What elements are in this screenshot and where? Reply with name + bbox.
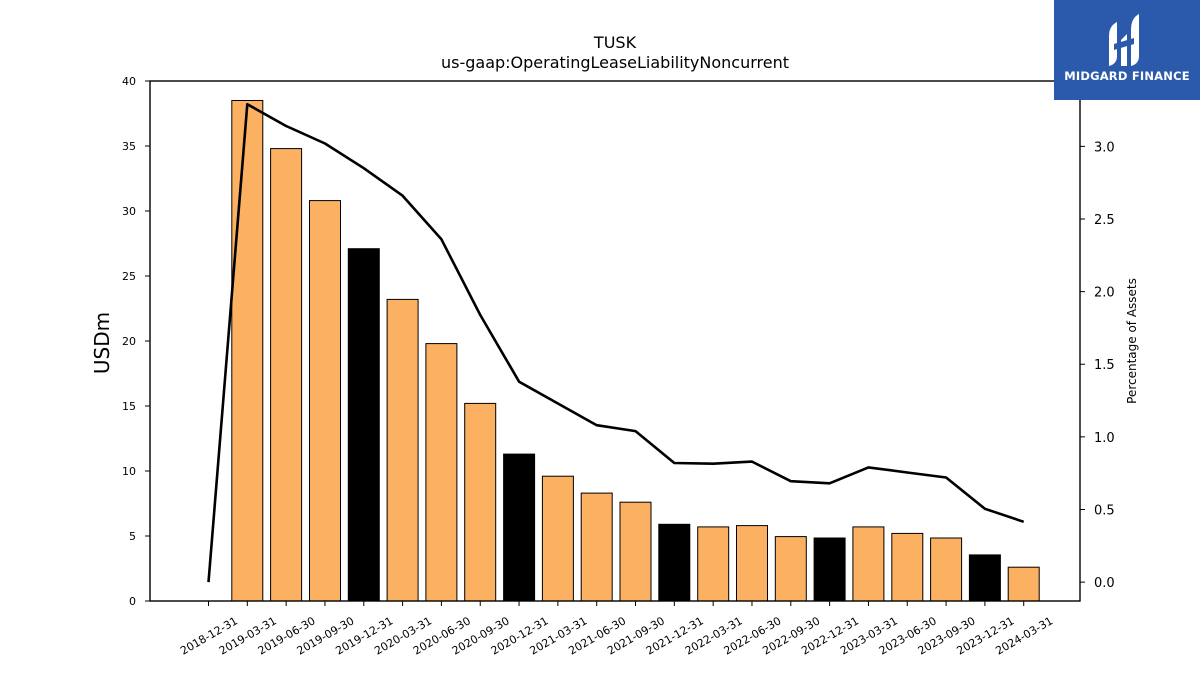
midgard-finance-logo: MIDGARD FINANCE — [1054, 0, 1200, 100]
axes: 05101520253035400.00.51.01.52.02.53.0201… — [122, 75, 1115, 658]
bar — [968, 554, 1001, 602]
y2-tick-label: 1.0 — [1094, 431, 1115, 446]
bar — [270, 148, 303, 602]
logo-mark-icon — [1109, 14, 1139, 66]
y-tick-label: 10 — [122, 465, 136, 478]
y-tick-label: 40 — [122, 75, 136, 88]
bar — [619, 501, 652, 602]
bar — [309, 200, 341, 602]
y-tick-label: 25 — [122, 270, 136, 283]
bar — [386, 298, 419, 602]
bar — [1007, 566, 1040, 602]
bar — [464, 402, 497, 602]
line-series-path — [207, 102, 1025, 583]
bar — [347, 248, 380, 602]
chart-subtitle: us-gaap:OperatingLeaseLiabilityNoncurren… — [441, 53, 789, 72]
y-tick-label: 5 — [129, 530, 136, 543]
y2-axis-label: Percentage of Assets — [1125, 278, 1139, 404]
y-axis-label: USDm — [90, 312, 114, 374]
bar — [891, 532, 924, 602]
logo-text: MIDGARD FINANCE — [1064, 69, 1190, 83]
y2-tick-label: 2.5 — [1094, 213, 1115, 228]
y2-tick-label: 2.0 — [1094, 286, 1115, 301]
y2-tick-label: 1.5 — [1094, 358, 1115, 373]
bar-series — [231, 100, 1040, 602]
y-tick-label: 35 — [122, 140, 136, 153]
y2-tick-label: 3.0 — [1094, 140, 1115, 155]
y-tick-label: 20 — [122, 335, 136, 348]
y-tick-label: 0 — [129, 595, 136, 608]
bar — [736, 525, 768, 602]
bar — [697, 526, 730, 602]
bar — [231, 100, 264, 602]
y2-tick-label: 0.0 — [1094, 576, 1115, 591]
bar — [503, 453, 536, 602]
bar — [774, 536, 807, 602]
bar — [541, 475, 574, 602]
y-tick-label: 30 — [122, 205, 136, 218]
line-series — [207, 102, 1025, 583]
y2-tick-label: 0.5 — [1094, 503, 1115, 518]
bar — [852, 526, 885, 602]
bar — [813, 537, 846, 602]
y-tick-label: 15 — [122, 400, 136, 413]
bar — [930, 537, 963, 602]
bar — [425, 343, 458, 602]
chart-title: TUSK — [593, 33, 637, 52]
bar — [580, 492, 613, 602]
bar — [658, 523, 691, 602]
